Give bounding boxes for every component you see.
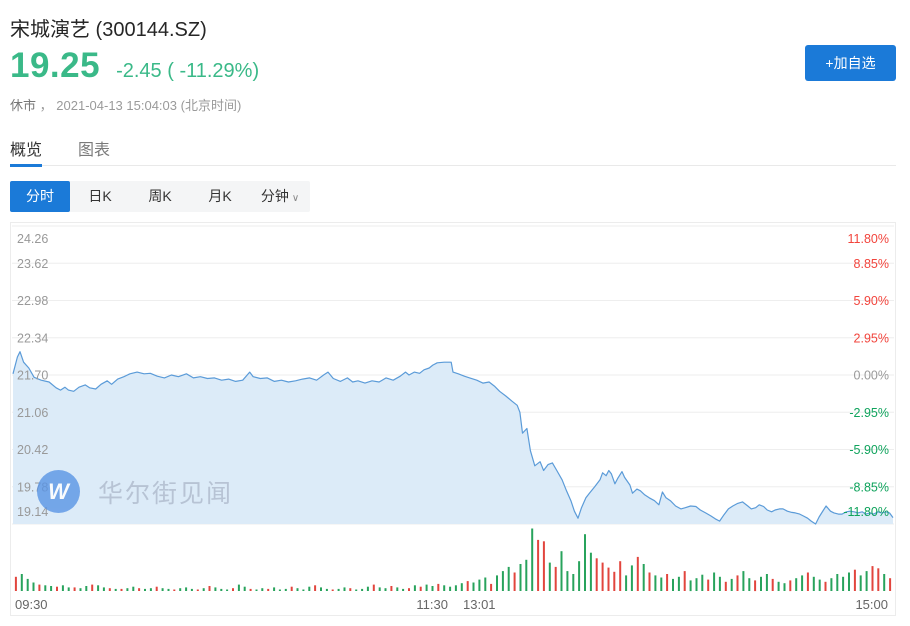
- tab-chart[interactable]: 图表: [78, 142, 111, 159]
- svg-text:2.95%: 2.95%: [854, 331, 889, 345]
- price-row: 19.25 -2.45 ( -11.29%): [10, 46, 259, 86]
- quote-timezone: (北京时间): [180, 98, 242, 113]
- svg-text:-2.95%: -2.95%: [849, 406, 889, 420]
- add-watchlist-button[interactable]: +加自选: [805, 45, 896, 81]
- svg-text:5.90%: 5.90%: [854, 294, 889, 308]
- intraday-chart[interactable]: 24.26 23.62 22.98 22.34 21.70 21.06 20.42 19.78…: [10, 222, 896, 616]
- svg-text:21.70: 21.70: [17, 369, 48, 383]
- period-minutes-dropdown[interactable]: 分钟 ∨: [260, 188, 300, 204]
- tab-overview[interactable]: 概览: [10, 136, 43, 167]
- market-status-row: 休市 ， 2021-04-13 15:04:03 (北京时间): [10, 95, 241, 114]
- period-weekly-tab[interactable]: 周K: [148, 188, 172, 204]
- svg-text:8.85%: 8.85%: [854, 257, 889, 271]
- svg-text:11.80%: 11.80%: [848, 232, 889, 246]
- svg-text:-11.80%: -11.80%: [843, 505, 889, 519]
- svg-text:09:30: 09:30: [15, 597, 48, 612]
- svg-text:22.34: 22.34: [17, 331, 48, 345]
- market-status: 休市: [10, 98, 37, 113]
- chevron-down-icon: ∨: [291, 193, 300, 204]
- period-daily-tab[interactable]: 日K: [88, 188, 112, 204]
- svg-text:19.78: 19.78: [17, 480, 48, 494]
- page-title: 宋城演艺 (300144.SZ): [10, 19, 207, 41]
- svg-text:-5.90%: -5.90%: [849, 443, 889, 457]
- svg-text:24.26: 24.26: [17, 232, 48, 246]
- current-price: 19.25: [10, 46, 101, 85]
- period-selector: 分时 日K 周K 月K 分钟 ∨: [10, 181, 310, 212]
- svg-text:21.06: 21.06: [17, 406, 48, 420]
- svg-text:0.00%: 0.00%: [854, 369, 889, 383]
- price-change: -2.45 ( -11.29%): [116, 60, 260, 82]
- svg-text:11:30: 11:30: [416, 597, 448, 612]
- svg-text:20.42: 20.42: [17, 443, 48, 457]
- svg-text:23.62: 23.62: [17, 257, 48, 271]
- svg-text:19.14: 19.14: [17, 505, 48, 519]
- period-minute-tab[interactable]: 分时: [10, 181, 70, 212]
- meta-separator: ，: [39, 98, 53, 113]
- svg-text:-8.85%: -8.85%: [849, 480, 889, 494]
- svg-text:15:00: 15:00: [855, 597, 888, 612]
- main-tabs: 概览 图表: [10, 136, 896, 167]
- intraday-chart-svg[interactable]: 24.26 23.62 22.98 22.34 21.70 21.06 20.42 19.78…: [11, 223, 895, 615]
- svg-text:22.98: 22.98: [17, 294, 48, 308]
- quote-datetime: 2021-04-13 15:04:03: [56, 98, 177, 113]
- svg-text:13:01: 13:01: [463, 597, 496, 612]
- period-monthly-tab[interactable]: 月K: [208, 188, 232, 204]
